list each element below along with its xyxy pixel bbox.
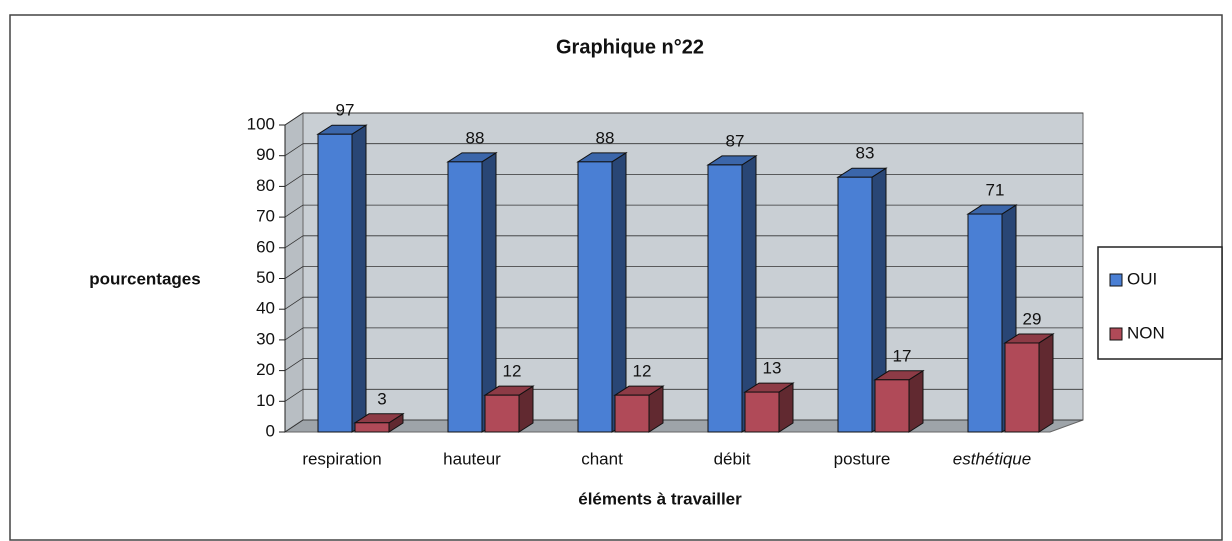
y-tick-label: 80 [256,176,275,195]
bar [837,176,873,433]
x-tick-label: respiration [302,449,381,468]
x-tick-label: posture [834,449,891,468]
grid-line [284,235,304,249]
grid-line [284,358,304,371]
bar [1004,342,1040,433]
value-label: 17 [893,346,912,365]
x-tick-label: débit [714,449,751,468]
x-tick-label: esthétique [953,449,1031,468]
value-label: 12 [503,362,522,381]
grid-line [284,143,304,157]
grid-line [284,327,304,341]
y-tick-label: 0 [266,421,275,440]
y-axis-label: pourcentages [89,269,200,288]
floor [283,419,1084,433]
y-tick-label: 50 [256,268,275,287]
x-axis-label: éléments à travailler [578,489,742,508]
y-tick-label: 10 [256,391,275,410]
y-tick-label: 30 [256,329,275,348]
value-label: 3 [377,389,386,408]
legend-swatch [1109,327,1123,341]
value-label: 83 [856,144,875,163]
value-label: 71 [986,181,1005,200]
grid-line [284,174,304,187]
y-tick-label: 40 [256,299,275,318]
y-tick-label: 60 [256,237,275,256]
bar [874,379,910,433]
bar [614,394,650,433]
x-tick-label: hauteur [443,449,501,468]
y-tick-label: 100 [247,114,275,133]
y-tick-label: 20 [256,360,275,379]
grid-line [284,112,304,126]
grid-line [284,388,304,402]
value-label: 97 [336,101,355,120]
bar [354,422,390,433]
grid-line [284,296,304,310]
bar [577,161,613,433]
bar [707,164,743,433]
grid-line [284,204,304,218]
chart-title: Graphique n°22 [556,36,704,58]
bar [447,161,483,433]
y-tick-label: 90 [256,145,275,164]
x-tick-label: chant [581,449,623,468]
bar-side [351,124,367,433]
grid-line [284,266,304,279]
bar [744,391,780,433]
value-label: 88 [466,128,485,147]
value-label: 13 [763,359,782,378]
value-label: 88 [596,128,615,147]
value-label: 12 [633,362,652,381]
bar [967,213,1003,433]
grid-line [284,419,304,433]
value-label: 87 [726,131,745,150]
bar [484,394,520,433]
value-label: 29 [1023,309,1042,328]
legend-label: NON [1127,323,1165,342]
bar-side [908,369,924,433]
y-tick-label: 70 [256,207,275,226]
bar-side [1038,333,1054,433]
legend-swatch [1109,273,1123,287]
bar [317,133,353,433]
legend-label: OUI [1127,269,1157,288]
